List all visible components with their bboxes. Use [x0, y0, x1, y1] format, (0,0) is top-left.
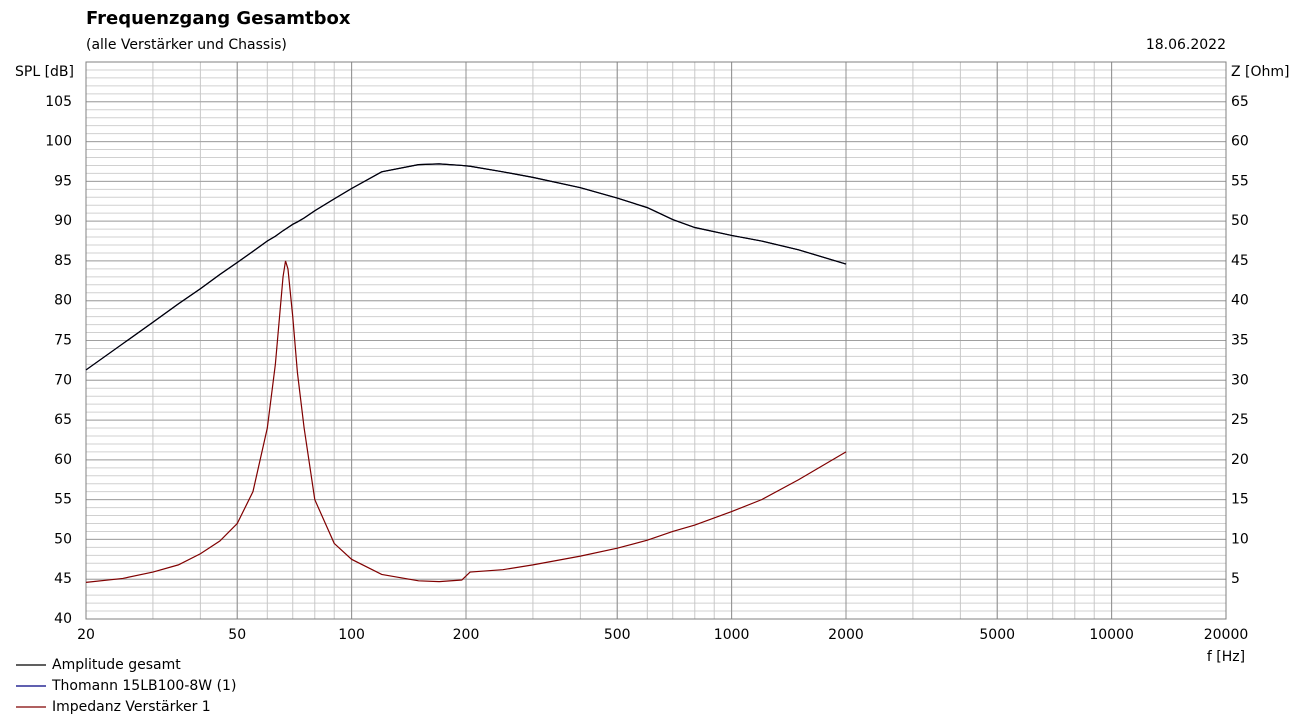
- x-tick-label: 20000: [1204, 627, 1249, 643]
- y2-tick-label: 5: [1231, 571, 1240, 587]
- y2-tick-label: 10: [1231, 531, 1249, 547]
- y2-tick-label: 55: [1231, 173, 1249, 189]
- y-tick-label: 105: [45, 94, 72, 110]
- y-tick-label: 50: [54, 531, 72, 547]
- chart-date: 18.06.2022: [1146, 37, 1226, 53]
- series-line: [85, 163, 847, 371]
- y-tick-label: 75: [54, 333, 72, 349]
- y2-tick-label: 45: [1231, 253, 1249, 269]
- y-tick-label: 45: [54, 571, 72, 587]
- x-tick-label: 1000: [714, 627, 750, 643]
- y2-tick-label: 50: [1231, 213, 1249, 229]
- y2-tick-label: 40: [1231, 293, 1249, 309]
- x-tick-label: 2000: [828, 627, 864, 643]
- x-tick-label: 20: [77, 627, 95, 643]
- y2-tick-label: 20: [1231, 452, 1249, 468]
- x-tick-label: 500: [604, 627, 631, 643]
- y2-tick-label: 35: [1231, 333, 1249, 349]
- y-tick-label: 40: [54, 611, 72, 627]
- x-tick-label: 50: [228, 627, 246, 643]
- y-tick-label: 70: [54, 372, 72, 388]
- y-tick-label: 85: [54, 253, 72, 269]
- y-tick-label: 80: [54, 293, 72, 309]
- y2-tick-label: 25: [1231, 412, 1249, 428]
- legend-label: Impedanz Verstärker 1: [52, 699, 211, 715]
- y2-tick-label: 65: [1231, 94, 1249, 110]
- legend-label: Amplitude gesamt: [52, 657, 181, 673]
- y-tick-label: 65: [54, 412, 72, 428]
- y-tick-label: 100: [45, 134, 72, 150]
- y2-tick-label: 60: [1231, 134, 1249, 150]
- y-tick-label: 60: [54, 452, 72, 468]
- x-tick-label: 100: [338, 627, 365, 643]
- y2-tick-label: 15: [1231, 492, 1249, 508]
- legend-label: Thomann 15LB100-8W (1): [51, 678, 236, 694]
- plot-frame: [85, 61, 1227, 620]
- y-tick-label: 55: [54, 492, 72, 508]
- y-tick-label: 90: [54, 213, 72, 229]
- chart-title: Frequenzgang Gesamtbox: [86, 8, 351, 29]
- y-axis-label: SPL [dB]: [15, 64, 74, 80]
- series-line: [85, 260, 847, 583]
- x-tick-label: 200: [453, 627, 480, 643]
- x-tick-label: 10000: [1089, 627, 1134, 643]
- chart-subtitle: (alle Verstärker und Chassis): [86, 37, 287, 53]
- y-tick-label: 95: [54, 173, 72, 189]
- x-axis-label: f [Hz]: [1207, 649, 1245, 665]
- y2-axis-label: Z [Ohm]: [1231, 64, 1290, 80]
- y2-tick-label: 30: [1231, 372, 1249, 388]
- x-tick-label: 5000: [979, 627, 1015, 643]
